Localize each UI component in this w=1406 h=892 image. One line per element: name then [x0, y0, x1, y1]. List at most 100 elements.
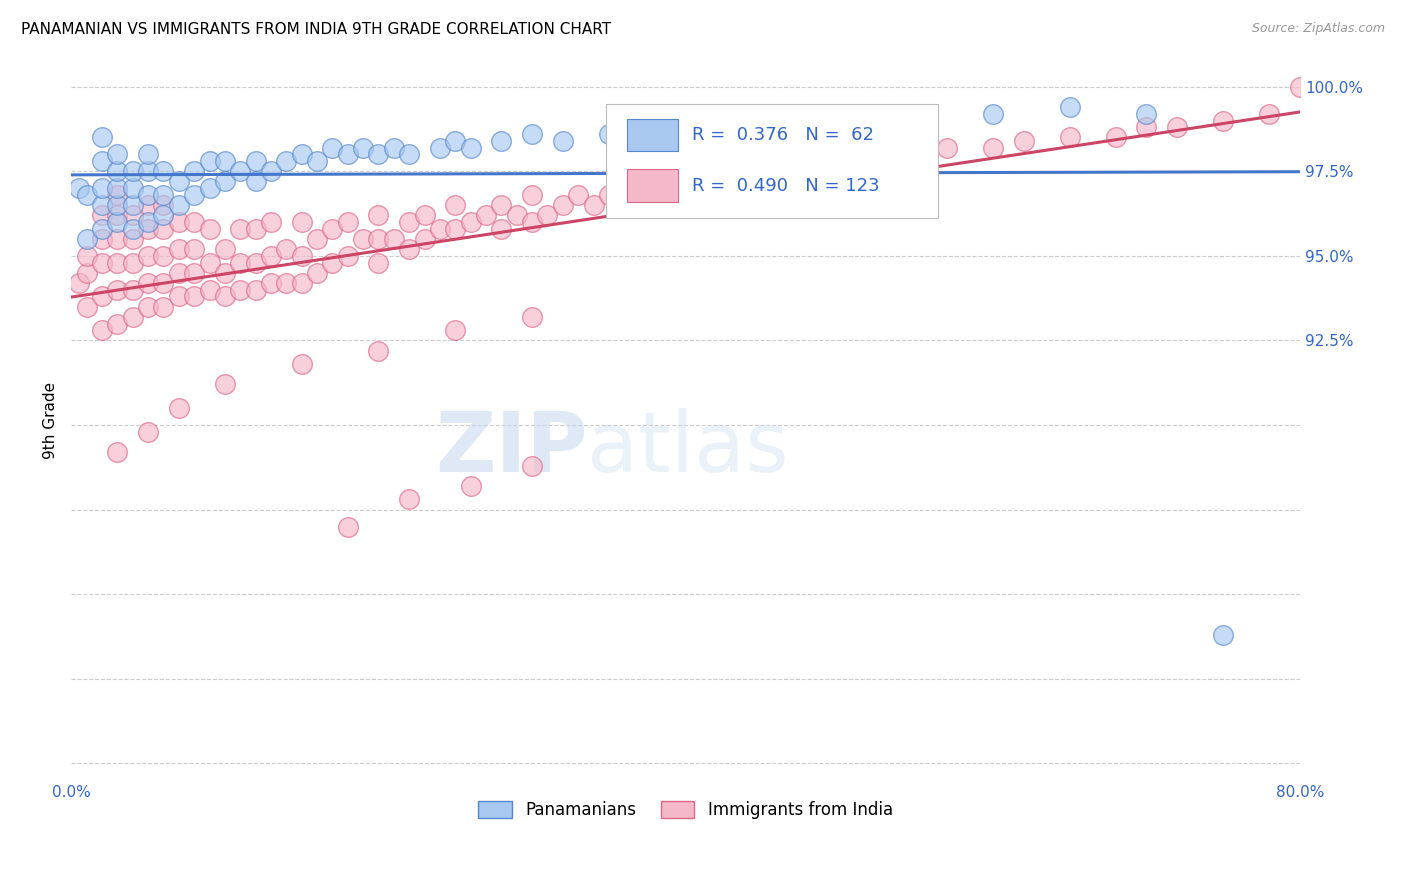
Point — [105, 215, 128, 229]
Point — [152, 198, 174, 212]
Point — [105, 232, 128, 246]
Point — [183, 242, 205, 256]
Point — [336, 249, 359, 263]
Point — [152, 164, 174, 178]
Point — [136, 249, 159, 263]
FancyBboxPatch shape — [606, 104, 938, 219]
Point — [136, 300, 159, 314]
Point — [751, 113, 773, 128]
Point — [1012, 134, 1035, 148]
Point — [229, 164, 252, 178]
Point — [675, 181, 697, 195]
Point — [167, 401, 190, 416]
Point — [1135, 120, 1157, 135]
Point — [706, 174, 728, 188]
Point — [121, 310, 143, 324]
Point — [136, 215, 159, 229]
Point — [905, 113, 928, 128]
Point — [198, 221, 221, 235]
Point — [675, 120, 697, 135]
Point — [136, 425, 159, 439]
Legend: Panamanians, Immigrants from India: Panamanians, Immigrants from India — [472, 795, 900, 826]
Point — [152, 300, 174, 314]
Point — [307, 232, 329, 246]
Point — [245, 283, 267, 297]
Point — [76, 266, 98, 280]
Point — [121, 181, 143, 195]
Point — [67, 181, 90, 195]
Point — [76, 188, 98, 202]
Point — [644, 120, 666, 135]
Point — [460, 140, 482, 154]
Point — [382, 140, 405, 154]
Point — [1212, 113, 1234, 128]
Point — [91, 221, 114, 235]
Point — [520, 310, 543, 324]
Point — [367, 343, 389, 358]
Point — [398, 147, 420, 161]
Point — [336, 147, 359, 161]
Point — [429, 221, 451, 235]
Point — [136, 221, 159, 235]
Point — [152, 276, 174, 290]
Point — [136, 198, 159, 212]
Point — [905, 147, 928, 161]
Point — [429, 140, 451, 154]
Point — [152, 188, 174, 202]
Point — [91, 323, 114, 337]
Point — [321, 221, 343, 235]
Point — [551, 198, 574, 212]
Point — [214, 289, 236, 303]
Point — [260, 249, 283, 263]
Point — [367, 147, 389, 161]
Point — [828, 154, 851, 169]
Text: PANAMANIAN VS IMMIGRANTS FROM INDIA 9TH GRADE CORRELATION CHART: PANAMANIAN VS IMMIGRANTS FROM INDIA 9TH … — [21, 22, 612, 37]
Point — [245, 221, 267, 235]
Point — [444, 323, 467, 337]
Point — [444, 134, 467, 148]
Point — [859, 147, 882, 161]
Point — [520, 188, 543, 202]
Point — [183, 188, 205, 202]
Point — [167, 266, 190, 280]
FancyBboxPatch shape — [627, 119, 678, 151]
Point — [91, 130, 114, 145]
Point — [367, 232, 389, 246]
Point — [167, 242, 190, 256]
Y-axis label: 9th Grade: 9th Grade — [44, 382, 58, 458]
Point — [506, 208, 529, 222]
Point — [105, 255, 128, 269]
Point — [1258, 107, 1281, 121]
Point — [307, 154, 329, 169]
Point — [91, 255, 114, 269]
Point — [105, 317, 128, 331]
Point — [183, 266, 205, 280]
Point — [198, 154, 221, 169]
Text: R =  0.490   N = 123: R = 0.490 N = 123 — [692, 177, 879, 194]
Point — [198, 181, 221, 195]
Point — [245, 174, 267, 188]
Point — [91, 208, 114, 222]
Point — [935, 140, 957, 154]
Point — [491, 198, 513, 212]
Point — [136, 164, 159, 178]
Point — [520, 458, 543, 473]
Point — [751, 164, 773, 178]
Point — [981, 140, 1004, 154]
Point — [121, 198, 143, 212]
Text: R =  0.376   N =  62: R = 0.376 N = 62 — [692, 127, 873, 145]
Point — [766, 154, 789, 169]
Point — [598, 127, 620, 141]
Point — [167, 215, 190, 229]
Point — [121, 232, 143, 246]
Point — [214, 266, 236, 280]
Point — [981, 107, 1004, 121]
Point — [520, 215, 543, 229]
Point — [136, 276, 159, 290]
Point — [491, 134, 513, 148]
Point — [214, 242, 236, 256]
Point — [644, 181, 666, 195]
Point — [67, 276, 90, 290]
Point — [260, 215, 283, 229]
Point — [76, 249, 98, 263]
